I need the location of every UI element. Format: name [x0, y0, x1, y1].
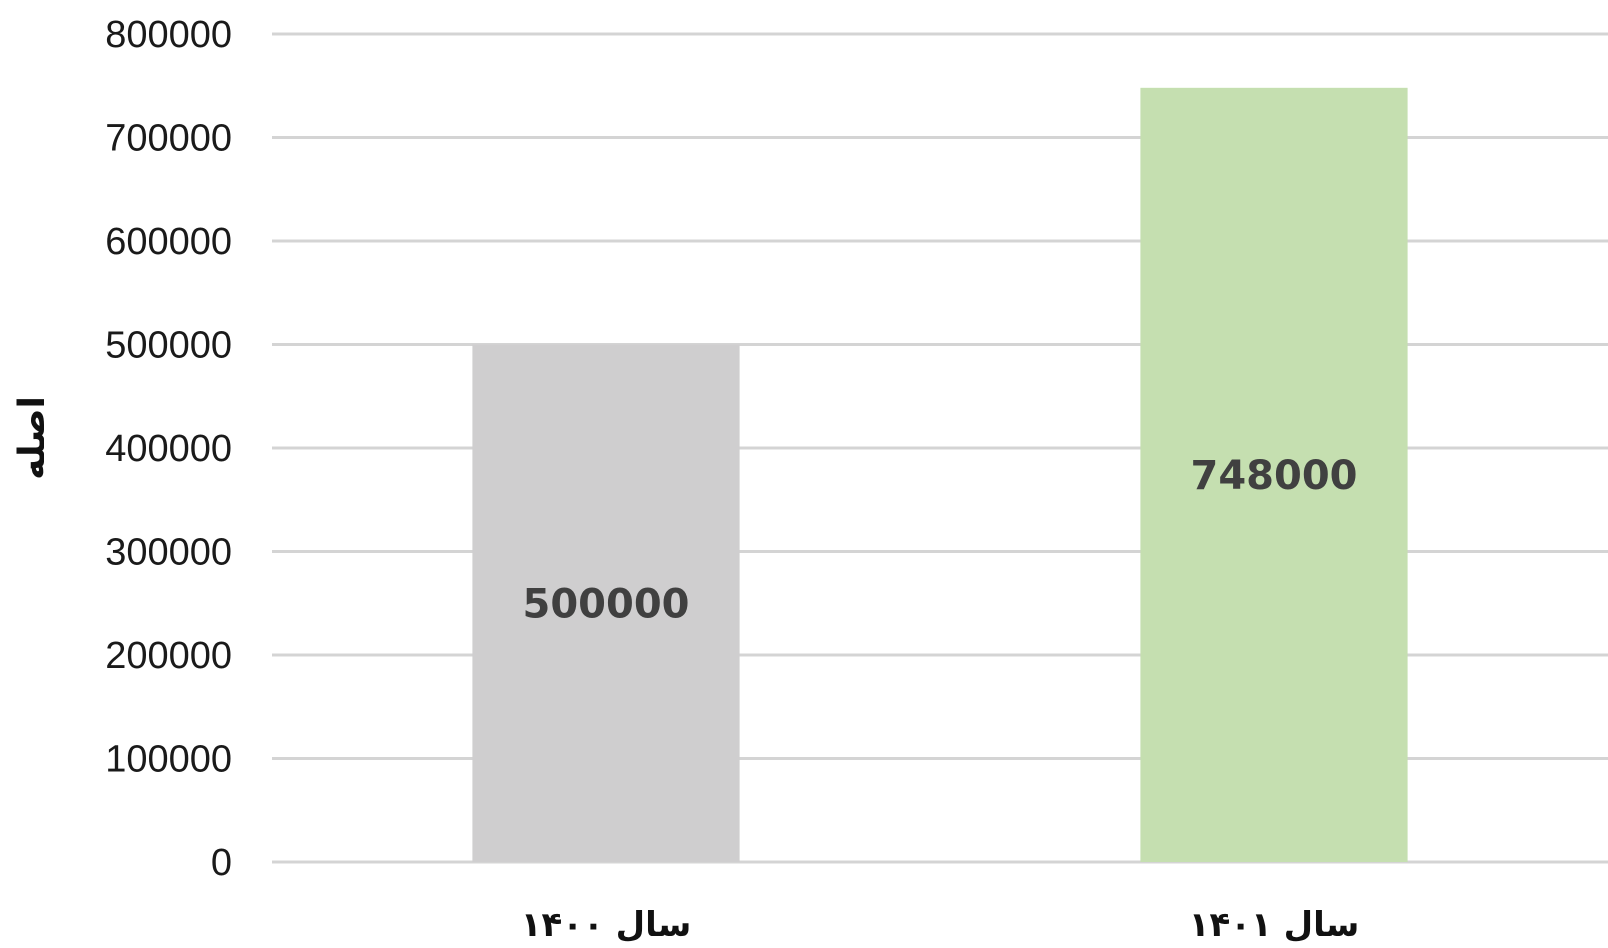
y-tick-label: 800000 — [105, 14, 232, 56]
y-tick-label: 600000 — [105, 221, 232, 263]
x-axis-categories: سال ۱۴۰۰ سال ۱۴۰۱ — [521, 905, 1360, 945]
y-tick-label: 0 — [211, 842, 232, 884]
y-tick-label: 700000 — [105, 118, 232, 160]
y-tick-label: 300000 — [105, 532, 232, 574]
data-labels: 500000 748000 — [523, 453, 1358, 627]
bar-value-label: 748000 — [1191, 453, 1358, 499]
bars — [472, 87, 1408, 862]
y-axis-ticks: 0 100000 200000 300000 400000 500000 600000 700… — [105, 14, 232, 884]
x-category-label: سال ۱۴۰۱ — [1189, 905, 1360, 945]
y-tick-label: 100000 — [105, 739, 232, 781]
y-tick-label: 400000 — [105, 428, 232, 470]
y-tick-label: 200000 — [105, 635, 232, 677]
bar — [1140, 87, 1408, 862]
bar-value-label: 500000 — [523, 581, 690, 627]
y-axis-title: اصله — [12, 396, 53, 480]
bar — [472, 344, 740, 862]
x-category-label: سال ۱۴۰۰ — [521, 905, 692, 945]
y-tick-label: 500000 — [105, 325, 232, 367]
